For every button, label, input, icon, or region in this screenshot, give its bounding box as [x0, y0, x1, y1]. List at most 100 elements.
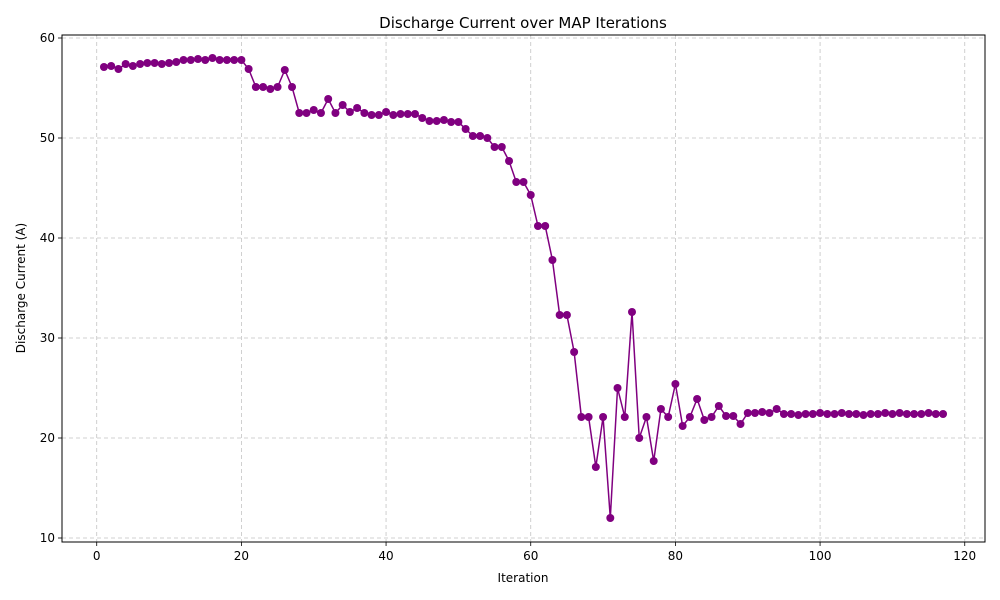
data-point: [324, 95, 333, 103]
data-point: [338, 101, 347, 109]
data-point: [222, 56, 231, 64]
data-point: [490, 143, 499, 151]
data-point: [505, 157, 514, 165]
data-point: [288, 83, 297, 91]
data-point: [215, 56, 224, 64]
data-point: [555, 311, 564, 319]
data-point: [902, 410, 911, 418]
data-point: [859, 411, 868, 419]
data-point: [461, 125, 470, 133]
data-point: [750, 409, 759, 417]
data-point: [302, 109, 311, 117]
data-point: [396, 110, 405, 118]
data-point: [765, 409, 774, 417]
series-layer: [99, 54, 948, 522]
data-point: [628, 308, 637, 316]
data-point: [447, 118, 456, 126]
data-point: [454, 118, 463, 126]
data-point: [483, 134, 492, 142]
data-point: [353, 104, 362, 112]
y-axis: 10 20 30 40 50 60: [40, 31, 62, 545]
data-point: [360, 109, 369, 117]
data-point: [237, 56, 246, 64]
data-point: [251, 83, 260, 91]
data-point: [924, 409, 933, 417]
data-point: [512, 178, 521, 186]
data-point: [201, 56, 210, 64]
data-point: [331, 109, 340, 117]
data-point: [128, 62, 137, 70]
x-axis: 0 20 40 60 80 100 120: [93, 542, 976, 563]
data-point: [873, 410, 882, 418]
data-point: [418, 114, 427, 122]
series-line: [103, 57, 944, 519]
data-point: [591, 463, 600, 471]
data-point: [599, 413, 608, 421]
y-tick-label: 10: [40, 531, 55, 545]
x-tick-label: 120: [953, 549, 976, 563]
data-point: [410, 110, 419, 118]
data-point: [468, 132, 477, 140]
x-tick-label: 0: [93, 549, 101, 563]
data-point: [403, 110, 412, 118]
data-point: [707, 413, 716, 421]
data-point: [519, 178, 528, 186]
data-point: [700, 416, 709, 424]
data-point: [266, 85, 275, 93]
x-axis-label: Iteration: [498, 571, 549, 585]
data-point: [548, 256, 557, 264]
x-tick-label: 80: [668, 549, 683, 563]
data-point: [99, 63, 108, 71]
data-point: [881, 409, 890, 417]
data-point: [642, 413, 651, 421]
data-point: [852, 410, 861, 418]
data-point: [649, 457, 658, 465]
data-point: [910, 410, 919, 418]
data-point: [620, 413, 629, 421]
data-point: [895, 409, 904, 417]
plot-frame: [61, 34, 986, 543]
grid: [62, 35, 985, 542]
data-point: [729, 412, 738, 420]
data-point: [758, 408, 767, 416]
y-tick-label: 60: [40, 31, 55, 45]
data-point: [382, 108, 391, 116]
data-point: [476, 132, 485, 140]
x-tick-label: 100: [809, 549, 832, 563]
data-point: [772, 405, 781, 413]
data-point: [722, 412, 731, 420]
data-point: [193, 55, 202, 63]
data-point: [295, 109, 304, 117]
data-point: [823, 410, 832, 418]
data-point: [259, 83, 268, 91]
data-point: [656, 405, 665, 413]
data-point: [787, 410, 796, 418]
data-point: [794, 411, 803, 419]
x-tick-label: 40: [378, 549, 393, 563]
data-point: [273, 83, 282, 91]
data-point: [888, 410, 897, 418]
data-point: [931, 410, 940, 418]
y-tick-label: 40: [40, 231, 55, 245]
data-point: [845, 410, 854, 418]
data-point: [157, 60, 166, 68]
data-point: [693, 395, 702, 403]
data-point: [280, 66, 289, 74]
data-point: [208, 54, 217, 62]
data-point: [743, 409, 752, 417]
data-point: [606, 514, 615, 522]
data-point: [150, 59, 159, 67]
data-point: [685, 413, 694, 421]
data-point: [230, 56, 239, 64]
data-point: [837, 409, 846, 417]
data-point: [736, 420, 745, 428]
data-point: [114, 65, 123, 73]
data-point: [664, 413, 673, 421]
data-point: [432, 117, 441, 125]
data-point: [345, 108, 354, 116]
data-point: [584, 413, 593, 421]
data-point: [635, 434, 644, 442]
data-point: [866, 410, 875, 418]
data-point: [497, 143, 506, 151]
data-point: [541, 222, 550, 230]
